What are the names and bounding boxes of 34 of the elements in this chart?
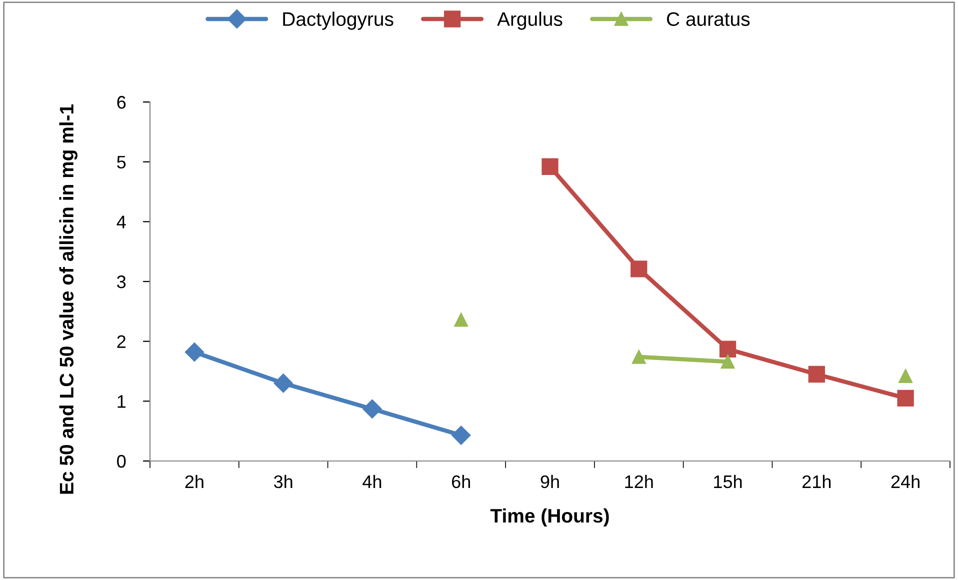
point xyxy=(720,354,735,369)
point xyxy=(630,260,648,278)
point xyxy=(632,350,646,364)
point xyxy=(808,366,825,383)
x-tick-label: 12h xyxy=(625,474,653,488)
x-tick-label: 15h xyxy=(714,474,742,488)
y-tick-label: 0 xyxy=(117,454,126,468)
point xyxy=(274,374,293,393)
x-tick-label: 6h xyxy=(452,474,470,488)
x-axis-title: Time (Hours) xyxy=(490,508,609,527)
x-tick-label: 21h xyxy=(802,474,831,488)
y-tick-label: 4 xyxy=(116,216,126,228)
point xyxy=(452,426,471,445)
x-tick-label: 24h xyxy=(891,474,920,488)
y-tick-label: 5 xyxy=(117,156,126,169)
point xyxy=(898,369,912,383)
y-tick-label: 2 xyxy=(117,335,126,348)
legend-label: Dactylogyrus xyxy=(283,12,394,30)
y-tick-label: 1 xyxy=(118,395,126,408)
x-tick-label: 4h xyxy=(362,474,382,488)
x-tick-label: 2h xyxy=(185,474,204,488)
point xyxy=(454,312,468,327)
point xyxy=(897,390,914,407)
y-axis-title: Ec 50 and LC 50 value of allicin in mg ml-1 xyxy=(59,104,78,494)
point xyxy=(542,158,558,175)
y-tick-label: 6 xyxy=(117,96,126,109)
x-tick-label: 3h xyxy=(274,474,292,488)
point xyxy=(362,399,382,418)
legend-label: C auratus xyxy=(666,12,750,26)
point xyxy=(184,342,204,362)
legend-label: Argulus xyxy=(497,12,562,30)
y-tick-label: 3 xyxy=(117,275,126,288)
point xyxy=(719,340,736,358)
x-tick-label: 9h xyxy=(540,474,559,488)
